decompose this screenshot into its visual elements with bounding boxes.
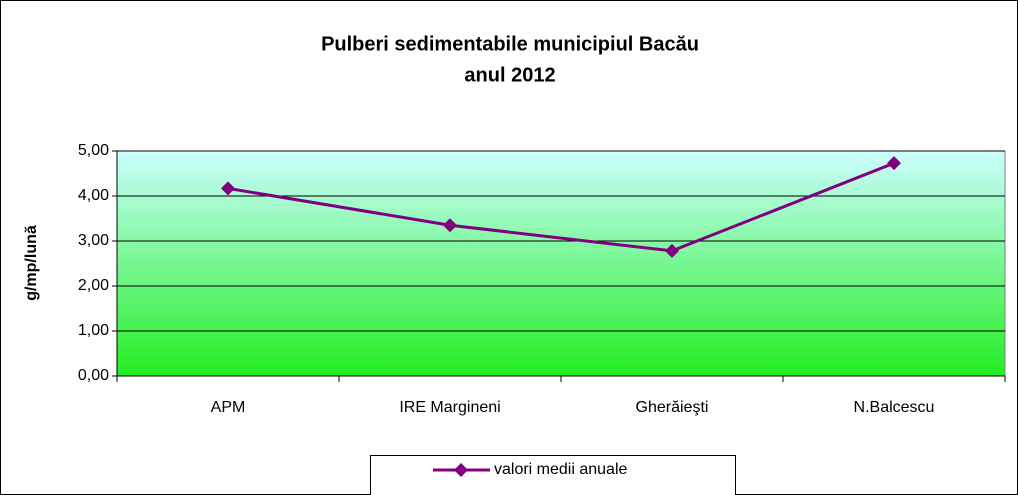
- y-axis-label: g/mp/lună: [23, 225, 40, 301]
- point-marker: [887, 156, 901, 171]
- legend-marker: [454, 463, 468, 477]
- point-marker: [443, 218, 457, 233]
- y-tick-label: 4,00: [78, 187, 109, 204]
- point-marker: [221, 181, 235, 196]
- series-line: [227, 161, 895, 253]
- y-tick-label: 3,00: [78, 232, 109, 249]
- x-tick-label: APM: [211, 399, 246, 416]
- y-tick-label: 2,00: [78, 277, 109, 294]
- point-marker: [665, 243, 679, 258]
- chart-title: anul 2012: [464, 64, 555, 86]
- x-tick-label: IRE Margineni: [399, 399, 500, 416]
- chart-title: Pulberi sedimentabile municipiul Bacău: [321, 33, 699, 55]
- plot-area: [116, 150, 1006, 377]
- legend-box: [370, 455, 736, 495]
- x-tick-label: N.Balcescu: [854, 399, 935, 416]
- y-tick-label: 0,00: [78, 367, 109, 384]
- y-tick-label: 5,00: [78, 142, 109, 159]
- legend-label: valori medii anuale: [494, 461, 628, 478]
- x-tick-label: Gherăieşti: [636, 399, 709, 416]
- y-tick-label: 1,00: [78, 322, 109, 339]
